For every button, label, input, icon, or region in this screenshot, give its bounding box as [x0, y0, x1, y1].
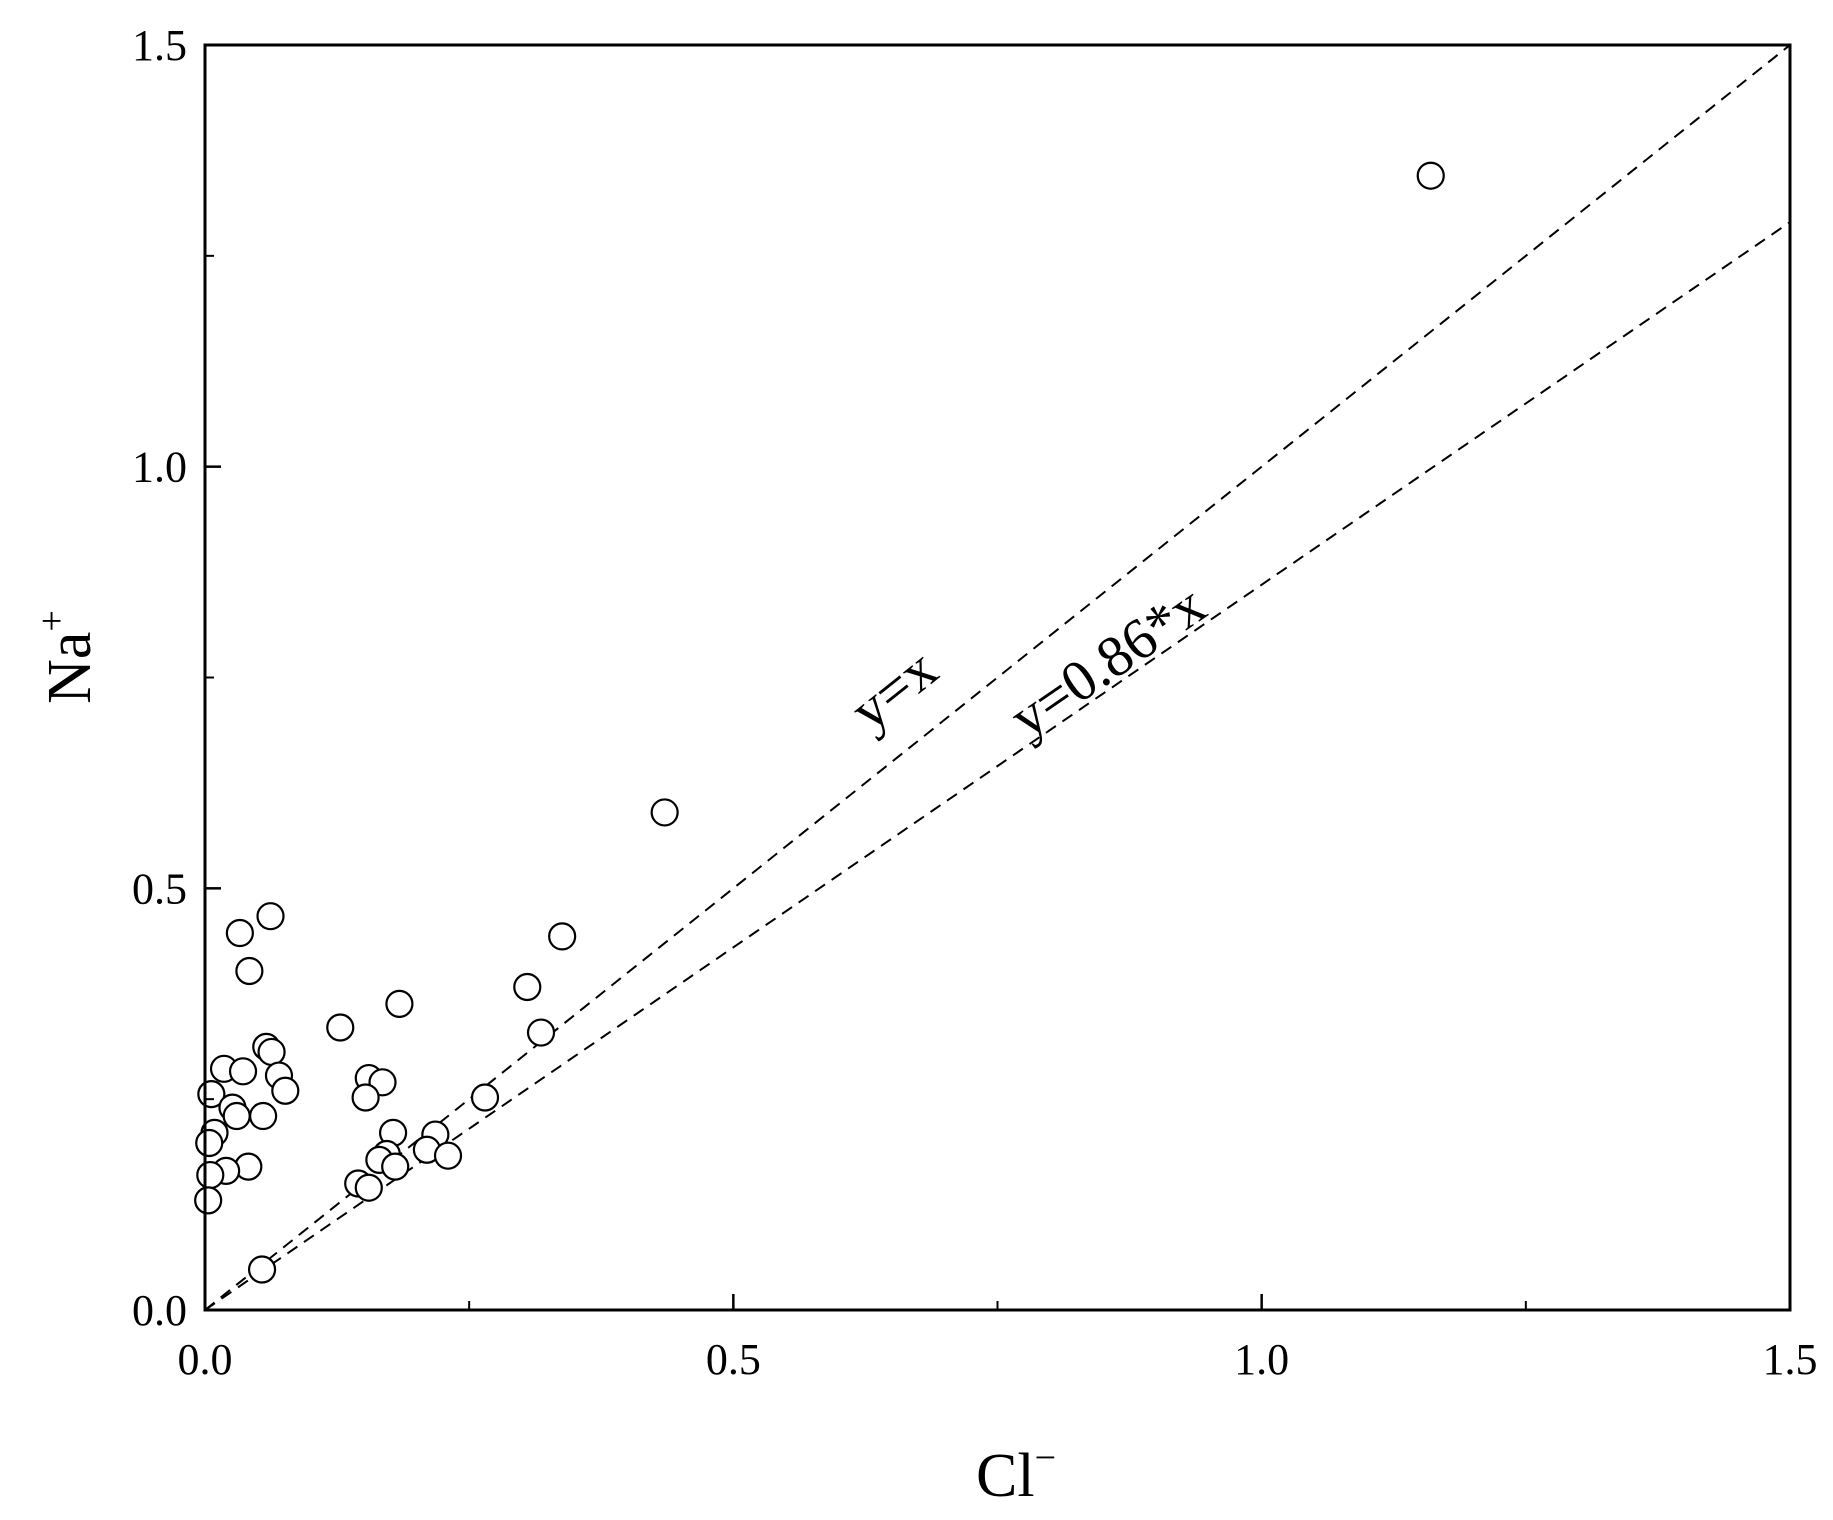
axis-ticks [203, 43, 1792, 1312]
data-point [650, 798, 679, 827]
data-point [526, 1018, 556, 1047]
data-point [257, 1037, 286, 1067]
data-point [249, 1101, 278, 1131]
data-point [354, 1173, 383, 1202]
data-point [228, 1057, 258, 1086]
data-point [222, 1101, 251, 1131]
data-point [225, 918, 254, 948]
y-tick-label: 1.5 [132, 21, 187, 70]
data-point [470, 1083, 500, 1112]
reference-line-labels: y=x y=0.86*x [838, 572, 1217, 751]
data-point [513, 972, 542, 1002]
data-point [196, 1160, 225, 1190]
reference-lines [204, 44, 1791, 1311]
reference-line-label-1: y=x [838, 636, 949, 743]
x-tick-label: 0.5 [706, 1335, 761, 1384]
tick-labels: 0.0 0.5 1.0 1.5 0.0 0.5 1.0 1.5 [132, 21, 1818, 1384]
x-tick-label: 0.0 [178, 1335, 233, 1384]
x-tick-label: 1.5 [1763, 1335, 1818, 1384]
data-point [256, 902, 285, 931]
data-point [351, 1083, 380, 1112]
data-point [195, 1128, 224, 1158]
data-point [326, 1013, 355, 1042]
x-tick-label: 1.0 [1234, 1335, 1289, 1384]
data-points [194, 161, 1445, 1284]
reference-line-2 [204, 221, 1791, 1311]
reference-line-label-2: y=0.86*x [998, 572, 1217, 751]
y-tick-label: 0.0 [132, 1286, 187, 1335]
data-point [235, 956, 264, 986]
y-axis-title: Na+ [31, 610, 104, 704]
data-point [548, 922, 577, 951]
data-point [194, 1186, 223, 1215]
reference-line-1 [204, 44, 1791, 1311]
data-point [385, 989, 414, 1018]
y-tick-label: 0.5 [132, 864, 187, 913]
data-point [1416, 161, 1445, 190]
y-tick-label: 1.0 [132, 443, 187, 492]
data-point [381, 1152, 410, 1181]
data-point [247, 1255, 277, 1284]
data-point [271, 1076, 300, 1105]
x-axis-title: Cl− [976, 1437, 1056, 1510]
data-point [433, 1141, 463, 1170]
